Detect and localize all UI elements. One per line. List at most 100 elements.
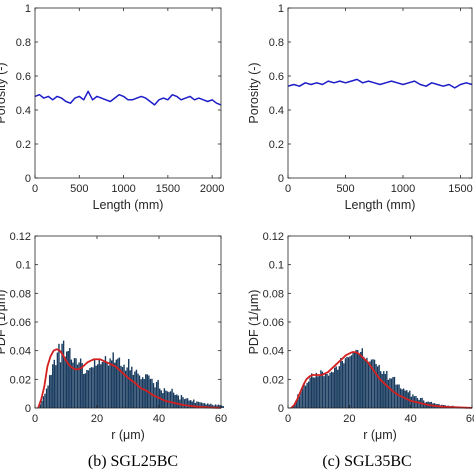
histogram-bar bbox=[298, 396, 301, 408]
x-tick-label: 1500 bbox=[448, 183, 472, 195]
histogram-bar bbox=[73, 358, 76, 408]
x-axis-label: r (μm) bbox=[111, 428, 145, 442]
axes-frame bbox=[34, 7, 222, 179]
histogram-bar bbox=[185, 398, 187, 408]
histogram-bar bbox=[197, 401, 200, 408]
histogram-bar bbox=[295, 400, 298, 408]
histogram-bar bbox=[163, 388, 166, 408]
histogram-bar bbox=[399, 388, 402, 408]
histogram-bar bbox=[200, 402, 203, 408]
histogram-bar bbox=[387, 379, 390, 408]
histogram-bar bbox=[104, 356, 107, 408]
histogram-bar bbox=[344, 358, 347, 408]
y-tick-label: 0.4 bbox=[269, 105, 284, 117]
x-tick-label: 0 bbox=[285, 183, 291, 195]
histogram-bar bbox=[132, 374, 135, 408]
y-tick-label: 0 bbox=[278, 403, 284, 415]
histogram-bar bbox=[155, 381, 158, 408]
histogram-bar bbox=[330, 371, 333, 408]
y-axis-label: PDF (1/μm) bbox=[247, 290, 261, 355]
histogram-bar bbox=[389, 378, 391, 408]
histogram-bar bbox=[180, 394, 183, 408]
y-tick-label: 0.02 bbox=[263, 374, 284, 386]
caption-sgl35bc: (c) SGL35BC bbox=[322, 453, 411, 470]
fit-curve bbox=[37, 348, 222, 409]
histogram-bar bbox=[109, 358, 111, 408]
histogram-bar bbox=[166, 391, 169, 408]
histogram-bar bbox=[338, 366, 340, 408]
histogram-bar bbox=[202, 403, 204, 408]
histogram-bar bbox=[98, 359, 100, 408]
histogram-bar bbox=[353, 351, 356, 408]
y-tick-label: 0.12 bbox=[10, 231, 31, 243]
histogram-bar bbox=[355, 349, 357, 408]
histogram-bar bbox=[321, 371, 324, 408]
y-tick-label: 0.8 bbox=[16, 37, 31, 49]
histogram-bar bbox=[294, 404, 296, 408]
histogram-bar bbox=[183, 399, 186, 408]
histogram-bar bbox=[172, 392, 175, 408]
porosity-line bbox=[34, 90, 222, 106]
histogram-bar bbox=[110, 360, 113, 408]
histogram-bar bbox=[214, 404, 217, 408]
histogram-bar bbox=[386, 370, 388, 408]
histogram-bar bbox=[97, 364, 99, 408]
y-tick-label: 0.4 bbox=[16, 105, 31, 117]
y-tick-label: 0.06 bbox=[10, 317, 31, 329]
histogram-bar bbox=[115, 359, 117, 408]
histogram-bar bbox=[174, 394, 176, 408]
histogram-bar bbox=[76, 364, 79, 408]
histogram-bar bbox=[182, 397, 184, 408]
histogram-bar bbox=[45, 388, 48, 408]
histogram-bar bbox=[424, 402, 426, 408]
histogram-bar bbox=[66, 351, 68, 408]
pdf-plot-sgl35bc: 0 20 40 60 0 0.02 0.04 0.06 0.08 0.1 0.12 r (μm) PDF… bbox=[247, 231, 474, 442]
histogram-bar bbox=[404, 390, 406, 408]
histogram-bar bbox=[87, 370, 90, 408]
y-tick-label: 0.2 bbox=[269, 139, 284, 151]
histogram-bar bbox=[128, 358, 130, 408]
y-tick-label: 0.2 bbox=[16, 139, 31, 151]
histogram-bar bbox=[191, 401, 193, 408]
histogram-bar bbox=[141, 377, 144, 408]
histogram-bar bbox=[151, 378, 153, 408]
histogram-bar bbox=[401, 389, 403, 408]
histogram-bar bbox=[367, 363, 370, 408]
histogram-bar bbox=[52, 364, 54, 408]
histogram-bar bbox=[363, 356, 365, 408]
histogram-bar bbox=[56, 352, 59, 408]
histogram-bar bbox=[78, 362, 80, 408]
fit-curve bbox=[290, 351, 473, 409]
histogram-bar bbox=[343, 363, 345, 408]
histogram-bar bbox=[311, 373, 313, 408]
histogram-bar bbox=[199, 402, 201, 408]
histogram-bar bbox=[72, 362, 74, 408]
histogram-bar bbox=[62, 340, 65, 408]
histogram-bar bbox=[107, 365, 110, 408]
histogram-bar bbox=[346, 356, 348, 408]
histogram-bar bbox=[103, 360, 105, 408]
histogram-bar bbox=[194, 402, 197, 408]
histogram-bar bbox=[315, 372, 317, 408]
histogram-bar bbox=[318, 376, 321, 408]
histogram-bar bbox=[58, 343, 60, 408]
histogram-bar bbox=[176, 394, 178, 408]
histogram-bar bbox=[95, 365, 97, 408]
histogram-bar bbox=[190, 400, 192, 408]
histogram-bar bbox=[360, 351, 362, 408]
y-axis-label: Porosity (-) bbox=[247, 62, 261, 123]
histogram-bar bbox=[297, 394, 299, 408]
histogram-bar bbox=[337, 369, 339, 408]
histogram-bar bbox=[75, 358, 77, 408]
histogram-bar bbox=[352, 351, 354, 408]
y-tick-label: 0.08 bbox=[10, 288, 31, 300]
histogram-bar bbox=[193, 399, 195, 408]
histogram-bar bbox=[138, 375, 141, 408]
histogram-bar bbox=[86, 370, 88, 408]
histogram-bar bbox=[217, 404, 220, 408]
histogram-bar bbox=[312, 377, 314, 408]
histogram-bar bbox=[370, 359, 373, 408]
x-tick-label: 1000 bbox=[111, 183, 135, 195]
histogram-bar bbox=[129, 370, 131, 408]
histogram-bar bbox=[117, 358, 119, 408]
